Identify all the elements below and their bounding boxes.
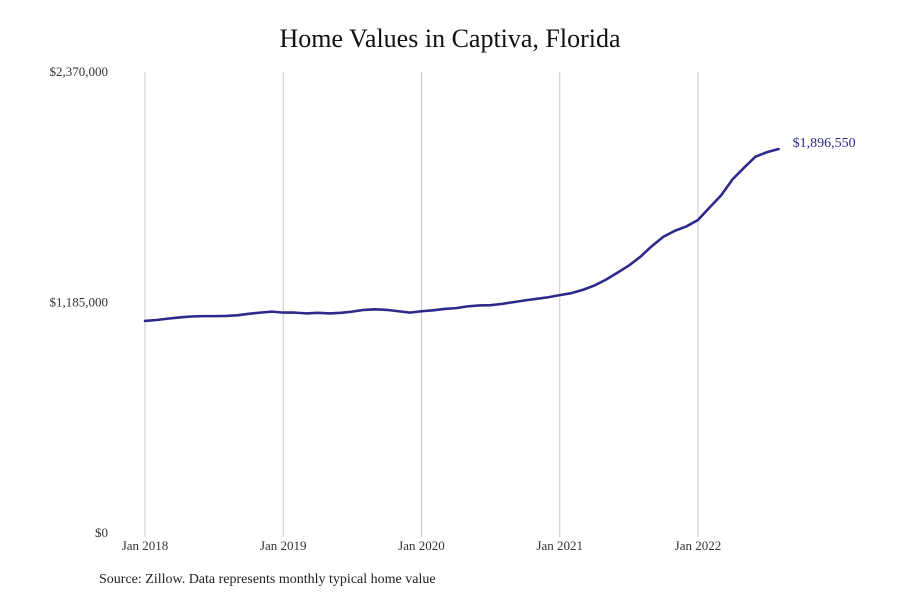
y-tick-label: $2,370,000 xyxy=(50,64,109,79)
y-tick-label: $1,185,000 xyxy=(50,295,109,310)
home-value-line xyxy=(143,147,780,323)
chart-source-note: Source: Zillow. Data represents monthly … xyxy=(99,572,436,587)
grid-lines xyxy=(144,72,699,537)
chart-title: Home Values in Captiva, Florida xyxy=(279,24,621,53)
x-tick-label: Jan 2021 xyxy=(536,538,583,553)
end-value-label: $1,896,550 xyxy=(793,136,856,151)
y-tick-label: $0 xyxy=(95,525,108,540)
x-tick-label: Jan 2022 xyxy=(675,538,722,553)
x-axis-ticks: Jan 2018 Jan 2019 Jan 2020 Jan 2021 Jan 2022 xyxy=(122,538,722,553)
x-tick-label: Jan 2018 xyxy=(122,538,169,553)
x-tick-label: Jan 2019 xyxy=(260,538,307,553)
x-tick-label: Jan 2020 xyxy=(398,538,445,553)
y-axis-ticks: $0 $1,185,000 $2,370,000 xyxy=(50,64,109,540)
